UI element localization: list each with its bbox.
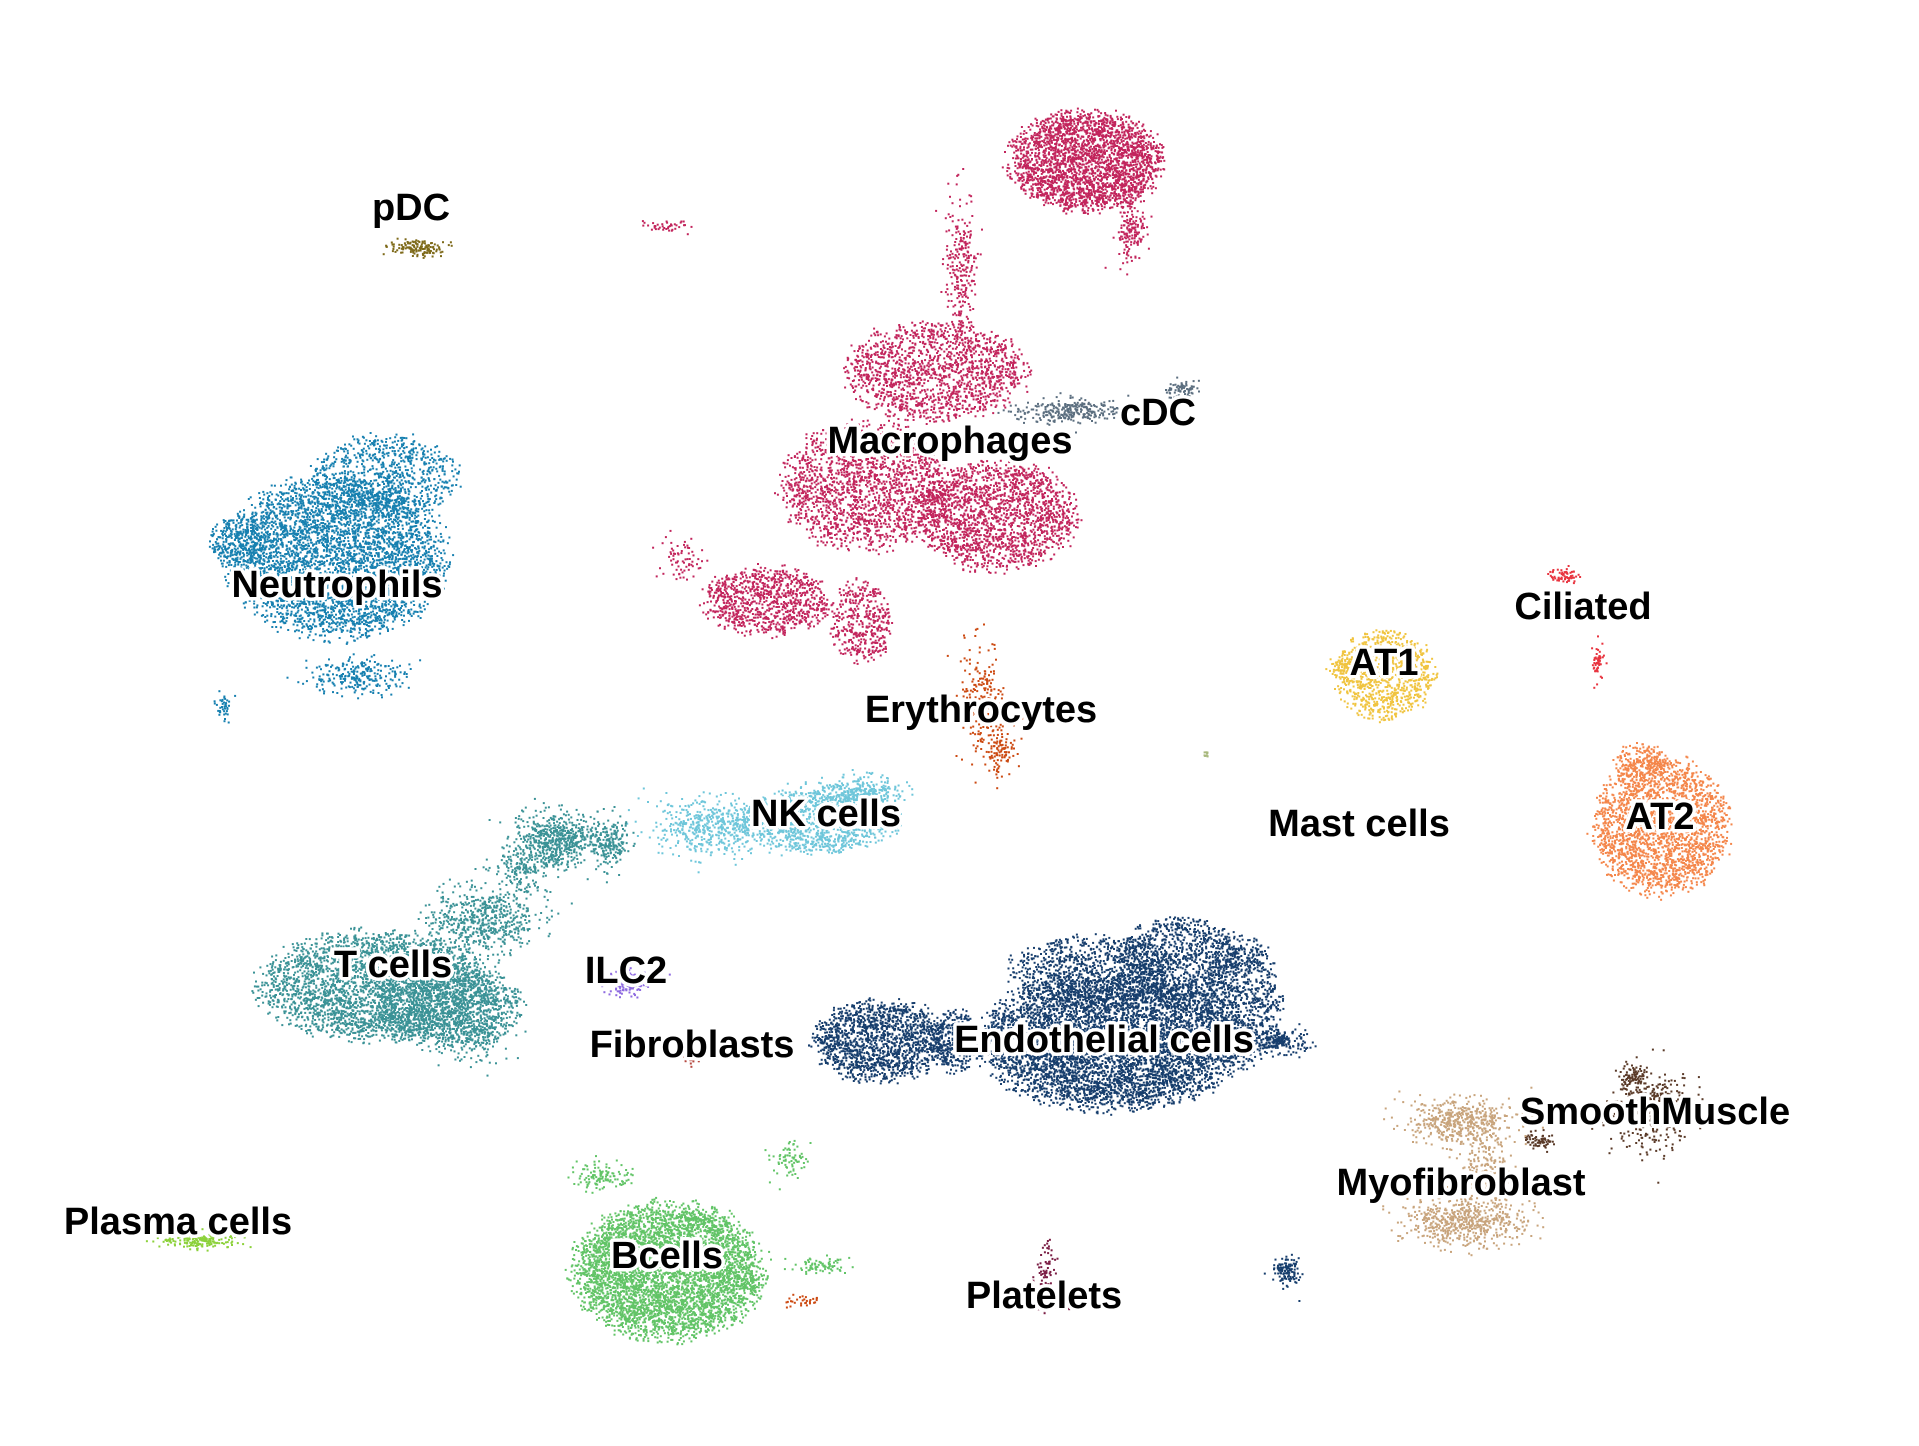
label-platelets: Platelets xyxy=(966,1275,1122,1317)
label-ciliated: Ciliated xyxy=(1514,586,1651,628)
cluster-smoothmuscle xyxy=(1524,1048,1704,1184)
label-macrophages: Macrophages xyxy=(828,420,1073,462)
labels-layer: Macrophages cDC Neutrophils pDC Erythroc… xyxy=(60,184,1793,1321)
label-at2: AT2 xyxy=(1626,796,1695,838)
points-layer xyxy=(145,107,1733,1346)
cluster-erythrocytes xyxy=(785,623,1024,1309)
label-mast-cells: Mast cells xyxy=(1268,803,1450,845)
cluster-neutrophils xyxy=(208,432,462,724)
cluster-macrophages xyxy=(641,107,1166,665)
label-fibroblasts: Fibroblasts xyxy=(590,1024,795,1066)
label-erythrocytes: Erythrocytes xyxy=(865,689,1097,731)
label-neutrophils: Neutrophils xyxy=(231,564,442,606)
label-cdc: cDC xyxy=(1120,392,1196,434)
cluster-platelets xyxy=(992,1238,1110,1315)
label-bcells: Bcells xyxy=(611,1235,723,1277)
label-endothelial-cells: Endothelial cells xyxy=(954,1019,1254,1061)
cluster-endothelial-cells xyxy=(808,916,1317,1302)
label-at1: AT1 xyxy=(1350,642,1419,684)
label-ilc2: ILC2 xyxy=(585,950,667,992)
label-pdc: pDC xyxy=(372,187,450,229)
cluster-bcells xyxy=(564,1139,854,1346)
label-plasma-cells: Plasma cells xyxy=(64,1201,292,1243)
cluster-t-cells xyxy=(251,797,636,1077)
label-myofibroblast: Myofibroblast xyxy=(1336,1162,1585,1204)
cluster-plasma-cells xyxy=(145,1228,252,1252)
cluster-pdc xyxy=(382,237,453,259)
cluster-at2 xyxy=(1586,742,1733,901)
cluster-ciliated xyxy=(1547,565,1608,689)
cluster-nk-cells xyxy=(626,769,914,874)
cluster-ilc2 xyxy=(598,958,671,999)
label-smoothmuscle: SmoothMuscle xyxy=(1520,1091,1790,1133)
label-nk-cells: NK cells xyxy=(751,793,901,835)
label-t-cells: T cells xyxy=(334,944,452,986)
cluster-fibroblasts xyxy=(683,1050,700,1068)
cluster-at1 xyxy=(1325,629,1439,724)
cluster-mast-cells xyxy=(1203,751,1346,834)
cluster-myofibroblast xyxy=(1382,1086,1580,1257)
cluster-cdc xyxy=(997,376,1200,434)
